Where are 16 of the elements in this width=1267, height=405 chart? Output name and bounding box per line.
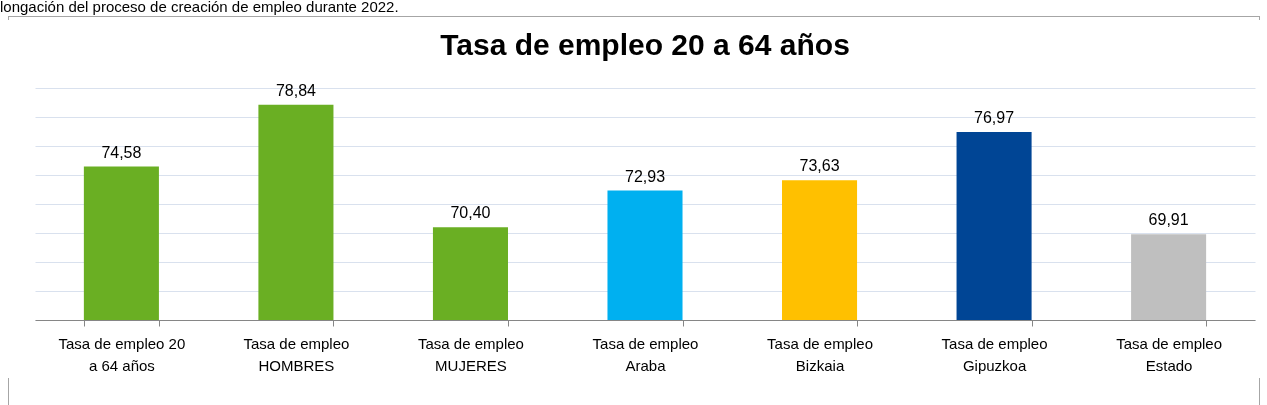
x-tick-label: Tasa de empleo MUJERES bbox=[418, 334, 524, 374]
chart-title: Tasa de empleo 20 a 64 años bbox=[440, 27, 850, 61]
x-tick-label: Tasa de empleo HOMBRES bbox=[243, 334, 350, 374]
x-tick-label: Tasa de empleo 20 a 64 años bbox=[58, 334, 186, 374]
data-label: 69,91 bbox=[1148, 211, 1189, 229]
data-label: 73,63 bbox=[799, 157, 840, 175]
data-label: 78,84 bbox=[275, 81, 317, 99]
x-tick-label: Tasa de empleo Estado bbox=[1116, 334, 1223, 374]
text: longación del proceso de creación de empleo durante 2022. bbox=[0, 0, 399, 15]
data-label: 70,40 bbox=[450, 204, 491, 222]
data-label: 74,58 bbox=[101, 143, 142, 161]
data-label: 76,97 bbox=[974, 108, 1015, 126]
x-tick-label: Tasa de empleo Gipuzkoa bbox=[941, 334, 1048, 374]
data-label: 72,93 bbox=[624, 167, 666, 185]
x-tick-label: Tasa de empleo Bizkaia bbox=[767, 334, 873, 374]
x-tick-label: Tasa de empleo Araba bbox=[592, 334, 699, 374]
